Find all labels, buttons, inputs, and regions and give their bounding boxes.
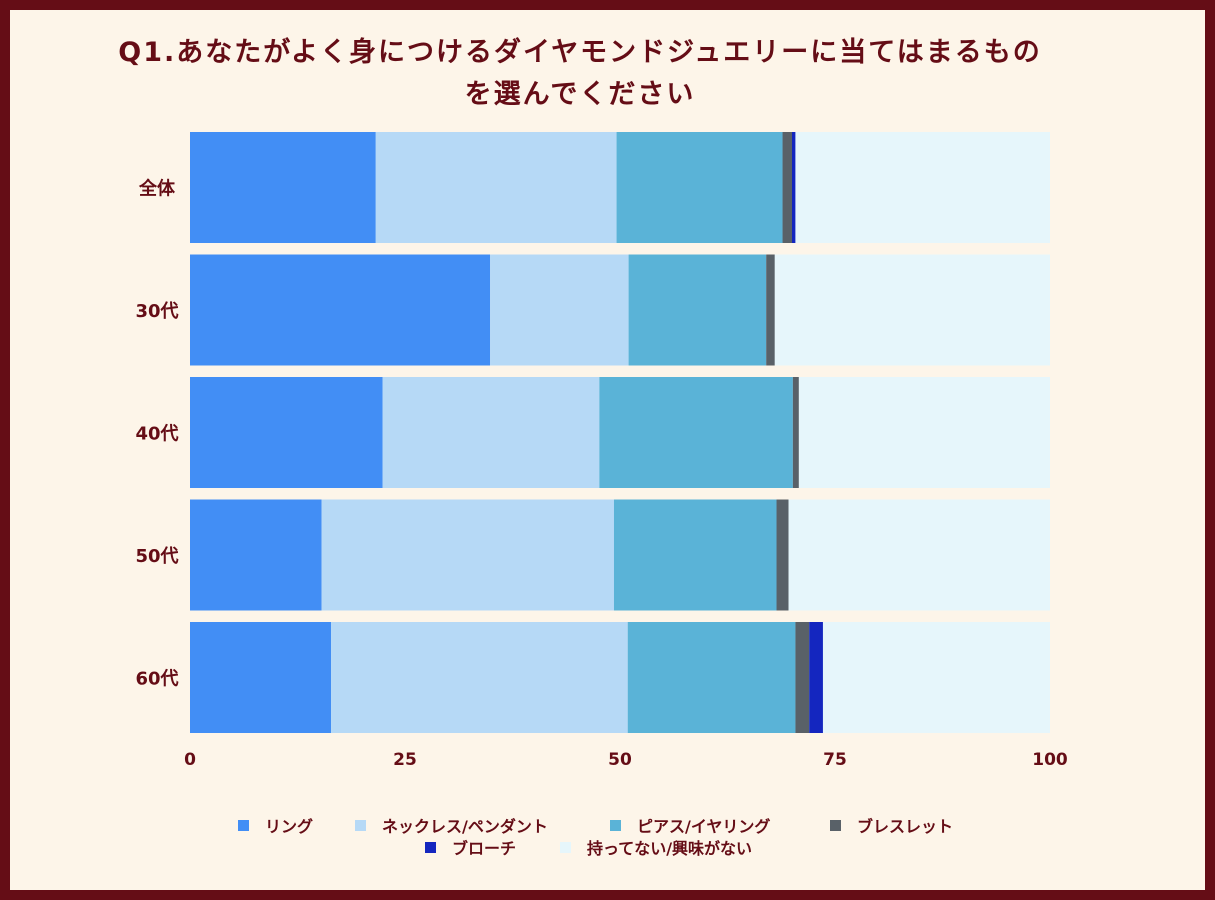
legend-label: ブレスレット [857,817,954,836]
chart-title-line1: Q1.あなたがよく身につけるダイヤモンドジュエリーに当てはまるもの [118,37,1042,68]
bar-segment [627,622,796,733]
legend-label: ピアス/イヤリング [637,817,771,836]
bar-segment [616,132,783,243]
bar-segment [190,622,332,733]
category-label: 60代 [135,669,178,690]
category-label: 全体 [138,178,176,200]
legend-swatch [238,819,249,831]
chart-frame: Q1.あなたがよく身につけるダイヤモンドジュエリーに当てはまるもの を選んでくだ… [10,10,1205,890]
x-tick-label: 50 [608,750,632,770]
bar-segment [628,254,767,366]
bar-segment [776,499,789,611]
x-tick-label: 0 [184,750,196,770]
legend-label: リング [265,817,314,836]
x-tick-label: 75 [823,750,847,770]
legend-item: ピアス/イヤリング [610,813,770,837]
legend-label: ブローチ [452,839,517,858]
legend-label: ネックレス/ペンダント [382,817,548,836]
legend-swatch [355,819,366,831]
legend-item: 持ってない/興味がない [560,835,752,859]
legend-item: ブローチ [425,835,516,859]
bar-segment [190,499,322,611]
bar-segment [822,622,1050,733]
bar-segment [190,377,383,488]
bar-segment [782,132,792,243]
legend-item: ネックレス/ペンダント [355,813,548,837]
bar-segment [774,254,1050,366]
category-label: 30代 [135,301,178,322]
bar-segment [792,377,799,488]
legend-swatch [830,819,841,831]
bar-segment [382,377,600,488]
legend-swatch [425,841,436,853]
chart-title-line2: を選んでください [464,79,696,110]
bar-segment [795,132,1050,243]
bar-segment [331,622,628,733]
bar-segment [375,132,617,243]
bar-segment [599,377,793,488]
bar-segment [792,132,796,243]
chart-title: Q1.あなたがよく身につけるダイヤモンドジュエリーに当てはまるもの を選んでくだ… [10,32,1150,116]
legend-swatch [560,841,571,853]
bar-segment [795,622,810,733]
legend-item: ブレスレット [830,813,953,837]
x-tick-label: 100 [1032,750,1068,770]
category-label: 50代 [135,546,178,567]
bar-segment [809,622,823,733]
category-label: 40代 [135,424,178,445]
bar-segment [766,254,775,366]
bar-segment [190,254,491,366]
legend-swatch [610,819,621,831]
stacked-bar-chart: 全体 30代 40代 50代 60代 0 25 50 75 100 [135,132,1068,770]
x-tick-label: 25 [393,750,417,770]
legend-item: リング [238,813,313,837]
bar-segment [613,499,777,611]
legend-label: 持ってない/興味がない [587,839,753,858]
bar-segment [321,499,614,611]
bar-segment [190,132,376,243]
bar-segment [490,254,629,366]
bar-segment [798,377,1050,488]
bar-segment [788,499,1050,611]
